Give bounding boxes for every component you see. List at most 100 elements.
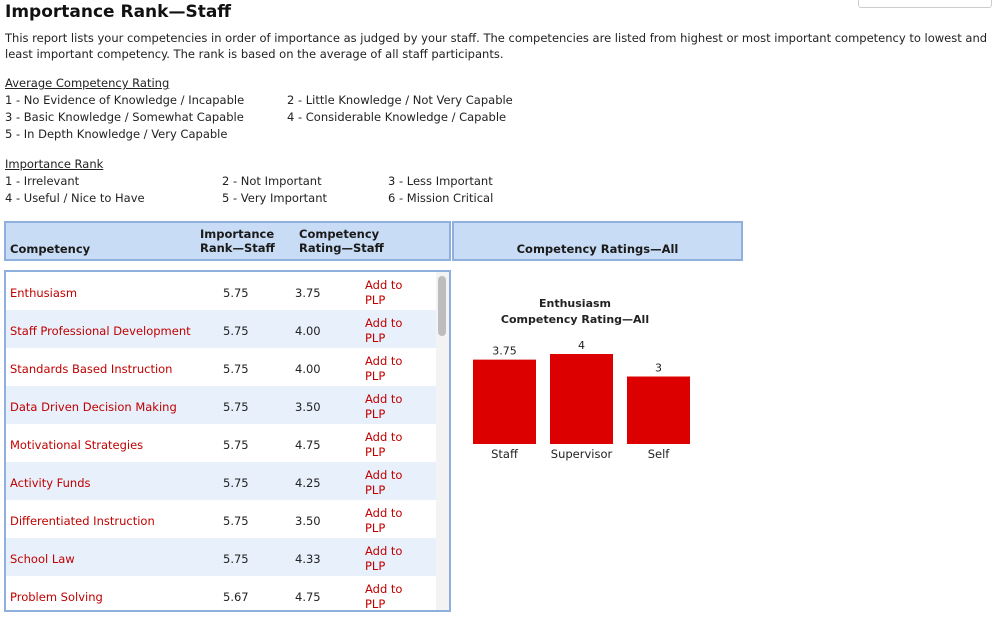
rank-value: 5.75 [223, 476, 249, 490]
rank-legend-item: 1 - Irrelevant [5, 174, 80, 188]
table-row: School Law 5.75 4.33 Add to PLP [6, 538, 436, 576]
chart-bar-staff [473, 359, 536, 444]
add-to-plp-line2: PLP [365, 369, 386, 383]
chart-header: Competency Ratings—All [452, 221, 743, 261]
table-row: Data Driven Decision Making 5.75 3.50 Add t… [6, 386, 436, 424]
rating-legend-item: 2 - Little Knowledge / Not Very Capable [287, 93, 513, 107]
chart-value-label: 3.75 [492, 345, 517, 358]
table-scrollbar[interactable] [436, 272, 449, 610]
rating-value: 4.33 [295, 552, 321, 566]
add-to-plp-line1: Add to [365, 278, 403, 292]
table-row: Motivational Strategies 5.75 4.75 Add to PLP [6, 424, 436, 462]
table-row: Activity Funds 5.75 4.25 Add to PLP [6, 462, 436, 500]
table-header: Competency Importance Rank—Staff Compete… [4, 221, 451, 261]
rank-legend-item: 3 - Less Important [388, 174, 493, 188]
rank-value: 5.75 [223, 438, 249, 452]
add-to-plp-line2: PLP [365, 293, 386, 307]
rank-value: 5.75 [223, 286, 249, 300]
rank-value: 5.75 [223, 362, 249, 376]
rating-legend-item: 1 - No Evidence of Knowledge / Incapable [5, 93, 245, 107]
intro-text: This report lists your competencies in o… [5, 31, 988, 61]
rank-legend-item: 2 - Not Important [222, 174, 322, 188]
table-row: Standards Based Instruction 5.75 4.00 Add t… [6, 348, 436, 386]
rating-value: 4.00 [295, 362, 321, 376]
add-to-plp-link[interactable]: Add to PLP [365, 468, 402, 498]
competency-link[interactable]: Problem Solving [10, 590, 103, 604]
table-row: Problem Solving 5.67 4.75 Add to PLP [6, 576, 436, 611]
chart-category-label: Staff [491, 447, 519, 461]
rating-value: 3.50 [295, 400, 321, 414]
competency-link[interactable]: Motivational Strategies [10, 438, 144, 452]
rating-value: 3.50 [295, 514, 321, 528]
add-to-plp-link[interactable]: Add to PLP [365, 278, 402, 308]
rating-value: 4.75 [295, 590, 321, 604]
add-to-plp-line1: Add to [365, 544, 403, 558]
rating-value: 3.75 [295, 286, 321, 300]
add-to-plp-line1: Add to [365, 582, 403, 596]
rating-legend-item: 4 - Considerable Knowledge / Capable [287, 110, 507, 124]
add-to-plp-link[interactable]: Add to PLP [365, 506, 402, 536]
add-to-plp-line2: PLP [365, 483, 386, 497]
chart-title-line1: Enthusiasm [538, 297, 611, 310]
rank-value: 5.75 [223, 552, 249, 566]
add-to-plp-line1: Add to [365, 316, 403, 330]
table-row: Differentiated Instruction 5.75 3.50 Add to… [6, 500, 436, 538]
add-to-plp-line1: Add to [365, 468, 403, 482]
add-to-plp-line2: PLP [365, 597, 386, 611]
rank-value: 5.75 [223, 324, 249, 338]
add-to-plp-link[interactable]: Add to PLP [365, 582, 403, 611]
add-to-plp-link[interactable]: Add to PLP [365, 430, 402, 460]
chart-bar-self [627, 376, 690, 444]
rank-legend-item: 6 - Mission Critical [388, 191, 494, 205]
rank-legend-item: 4 - Useful / Nice to Have [5, 191, 145, 205]
add-to-plp-line2: PLP [365, 445, 386, 459]
rank-value: 5.75 [223, 400, 249, 414]
add-to-plp-line1: Add to [365, 430, 403, 444]
rank-legend-heading: Importance Rank [5, 157, 104, 171]
add-to-plp-line2: PLP [365, 559, 386, 573]
header-competency: Competency [10, 242, 91, 256]
header-rating-line1: Competency [299, 227, 380, 241]
competency-table: Enthusiasm 5.75 3.75 Add to PLP Staff Profess… [4, 270, 451, 612]
rating-legend-item: 5 - In Depth Knowledge / Very Capable [5, 127, 228, 141]
rank-value: 5.67 [223, 590, 249, 604]
chart-plot: 3.75 Staff 4 Supervisor 3 Self [473, 339, 690, 461]
competency-link[interactable]: School Law [10, 552, 75, 566]
chart-category-label: Self [648, 447, 671, 461]
chart-value-label: 3 [655, 362, 662, 375]
add-to-plp-link[interactable]: Add to PLP [365, 354, 402, 384]
chart-title-line2: Competency Rating—All [500, 313, 650, 326]
add-to-plp-line1: Add to [365, 506, 403, 520]
rating-legend-item: 3 - Basic Knowledge / Somewhat Capable [5, 110, 244, 124]
rank-value: 5.75 [223, 514, 249, 528]
rating-value: 4.75 [295, 438, 321, 452]
rank-legend-item: 5 - Very Important [222, 191, 328, 205]
top-right-control[interactable] [858, 0, 992, 8]
competency-chart: Enthusiasm Competency Rating—All 3.75 Sta… [462, 290, 702, 470]
competency-link[interactable]: Staff Professional Development [10, 324, 191, 338]
add-to-plp-link[interactable]: Add to PLP [365, 392, 402, 422]
table-row: Staff Professional Development 5.75 4.00 Ad… [6, 310, 436, 348]
rating-legend-heading: Average Competency Rating [5, 76, 170, 90]
competency-link[interactable]: Activity Funds [10, 476, 91, 490]
add-to-plp-line2: PLP [365, 521, 386, 535]
add-to-plp-line2: PLP [365, 331, 386, 345]
competency-link[interactable]: Differentiated Instruction [10, 514, 155, 528]
add-to-plp-line1: Add to [365, 354, 403, 368]
scrollbar-thumb[interactable] [438, 276, 446, 336]
competency-link[interactable]: Data Driven Decision Making [10, 400, 177, 414]
add-to-plp-line1: Add to [365, 392, 403, 406]
chart-category-label: Supervisor [551, 447, 613, 461]
chart-value-label: 4 [578, 339, 585, 352]
add-to-plp-line2: PLP [365, 407, 386, 421]
table-row: Enthusiasm 5.75 3.75 Add to PLP [6, 272, 436, 310]
competency-link[interactable]: Standards Based Instruction [10, 362, 173, 376]
header-rank-line1: Importance [200, 227, 275, 241]
header-all-ratings: Competency Ratings—All [516, 242, 679, 256]
page-title: Importance Rank—Staff [5, 2, 232, 22]
add-to-plp-link[interactable]: Add to PLP [365, 544, 402, 574]
header-rank-line2: Rank—Staff [200, 241, 275, 255]
add-to-plp-link[interactable]: Add to PLP [365, 316, 402, 346]
rating-value: 4.25 [295, 476, 321, 490]
competency-link[interactable]: Enthusiasm [10, 286, 78, 300]
